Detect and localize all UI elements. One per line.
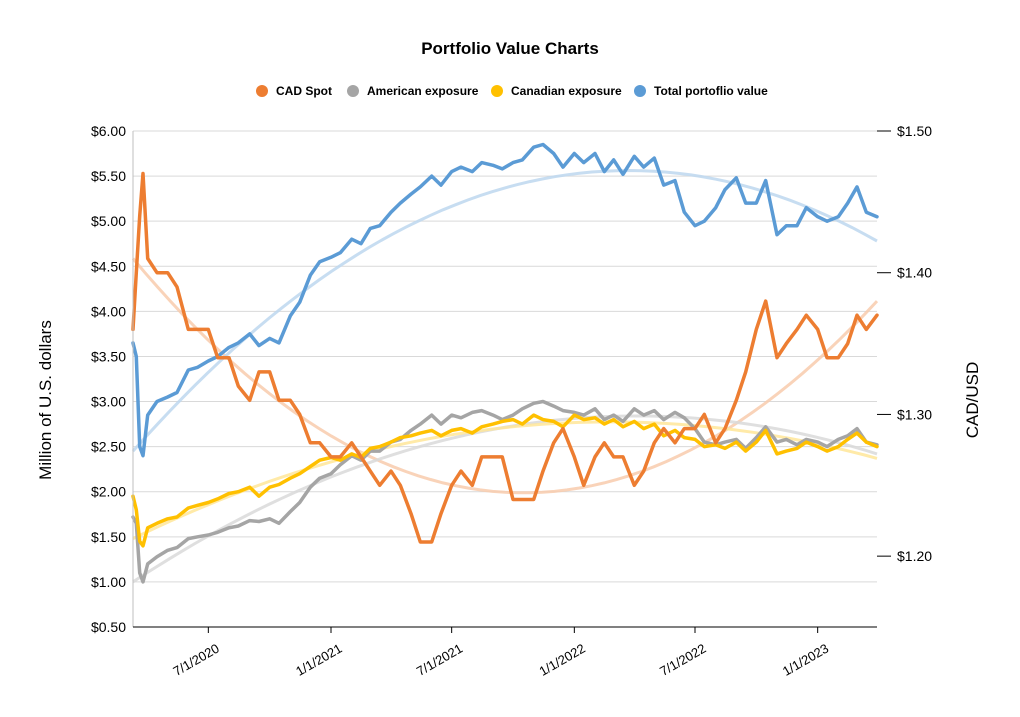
y2-tick-label: $1.20 — [897, 548, 932, 564]
y2-tick-label: $1.30 — [897, 406, 932, 422]
y-tick-label: $1.00 — [91, 574, 126, 590]
series-line-total-portoflio-value — [131, 142, 879, 458]
trendline-cad-spot — [131, 257, 879, 495]
legend-marker-american-exposure — [347, 85, 359, 97]
x-tick-label: 1/1/2021 — [293, 641, 344, 679]
y2-axis-label: CAD/USD — [963, 362, 982, 439]
legend-label-canadian-exposure: Canadian exposure — [511, 84, 622, 98]
trendline-canadian-exposure — [132, 420, 878, 540]
y-tick-label: $3.00 — [91, 394, 126, 410]
series-lines — [131, 142, 879, 584]
chart-title: Portfolio Value Charts — [421, 39, 599, 58]
x-tick-label: 7/1/2020 — [171, 641, 222, 679]
legend-marker-canadian-exposure — [491, 85, 503, 97]
legend-marker-cad-spot — [256, 85, 268, 97]
legend-marker-total-portoflio-value — [634, 85, 646, 97]
axes — [132, 131, 877, 628]
y-tick-label: $5.50 — [91, 168, 126, 184]
x-tick-label: 1/1/2023 — [780, 641, 831, 679]
trendline-total-portoflio-value — [131, 168, 878, 453]
y-tick-label: $1.50 — [91, 529, 126, 545]
bottom-axis-ticks: 7/1/2020 1/1/2021 7/1/2021 1/1/2022 7/1/2022… — [171, 627, 831, 679]
y-tick-label: $2.50 — [91, 439, 126, 455]
trendlines — [131, 168, 879, 584]
y-tick-label: $4.50 — [91, 258, 126, 274]
left-axis-ticks: $0.50 $1.00 $1.50 $2.00 $2.50 $3.00 $3.50 $4.00… — [91, 123, 126, 635]
y-axis-label: Million of U.S. dollars — [36, 320, 55, 480]
y-tick-label: $3.50 — [91, 348, 126, 364]
y-tick-label: $0.50 — [91, 619, 126, 635]
y-tick-label: $6.00 — [91, 123, 126, 139]
x-tick-label: 7/1/2022 — [657, 641, 708, 679]
gridlines — [133, 130, 877, 628]
y2-tick-label: $1.50 — [897, 123, 932, 139]
legend-label-total-portoflio-value: Total portoflio value — [654, 84, 768, 98]
y-tick-label: $4.00 — [91, 303, 126, 319]
legend-label-american-exposure: American exposure — [367, 84, 479, 98]
right-axis-ticks: $1.20 $1.30 $1.40 $1.50 — [877, 123, 932, 564]
series-line-cad-spot — [131, 171, 879, 544]
y-tick-label: $5.00 — [91, 213, 126, 229]
x-tick-label: 7/1/2021 — [414, 641, 465, 679]
legend: CAD Spot American exposure Canadian exposu… — [256, 84, 768, 98]
y2-tick-label: $1.40 — [897, 265, 932, 281]
series-line-canadian-exposure — [131, 413, 879, 548]
x-tick-label: 1/1/2022 — [537, 641, 588, 679]
legend-label-cad-spot: CAD Spot — [276, 84, 332, 98]
y-tick-label: $2.00 — [91, 484, 126, 500]
trendline-american-exposure — [132, 414, 878, 584]
series-line-american-exposure — [131, 399, 879, 584]
